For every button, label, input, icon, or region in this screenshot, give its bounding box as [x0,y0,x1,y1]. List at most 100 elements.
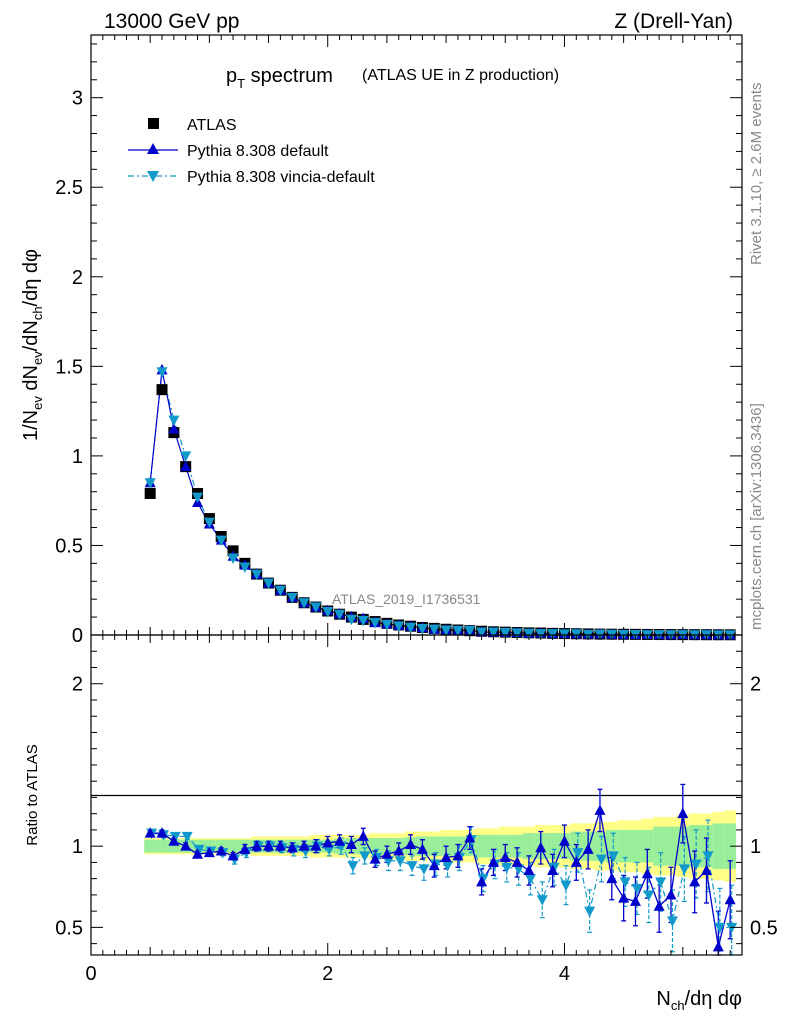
vincia-point [381,619,393,631]
vincia-point [298,598,310,609]
ratio-point-default [641,867,653,879]
header-right: Z (Drell-Yan) [614,10,733,33]
ratio-point-vincia [643,890,655,901]
ratio-point-vincia [323,844,335,856]
uncertainty-band-inner [712,823,725,869]
ratio-point-default [582,843,594,854]
uncertainty-band-inner [676,826,689,866]
ratio-point-default [499,851,511,863]
ratio-point-vincia [666,916,678,927]
ratio-point-default [263,840,275,851]
title-rest: spectrum [245,65,333,87]
uncertainty-band-inner [665,826,677,866]
uncertainty-band-inner [641,829,654,863]
ratio-point-default [700,864,712,876]
y-tick-label-main: 2 [72,267,83,289]
uncertainty-band-inner [357,838,370,855]
vincia-point [499,627,511,639]
ratio-point-default [322,836,334,848]
uncertainty-band-inner [688,825,701,868]
plot-title: pT spectrum (ATLAS UE in Z production) [226,65,559,91]
uncertainty-band-inner [156,839,168,853]
ratio-point-default [369,853,381,864]
ratio-point-default [677,807,689,819]
vincia-point [334,609,346,621]
legend-label-vincia: Pythia 8.308 vincia-default [187,169,375,186]
ratio-point-default [606,872,618,884]
vincia-point [310,602,322,614]
uncertainty-band-inner [653,826,666,866]
y-tick-label-ratio-right: 1 [750,836,761,858]
uncertainty-band-inner [617,829,630,863]
ratio-point-vincia [193,844,205,856]
main-ticks: 0 0.5 1 1.5 2 2.5 3 [55,35,743,647]
uncertainty-band-inner [475,834,488,858]
vincia-point [215,535,227,547]
ratio-point-default [298,840,310,851]
vincia-point [180,451,192,462]
vincia-point [345,614,357,626]
atlas-point [156,384,168,396]
ratio-panel: 0.5 0.5 1 1 2 2 0 2 4 [55,634,778,985]
ratio-point-vincia [726,922,738,934]
vincia-point [405,622,417,634]
ratio-point-default [215,845,227,856]
vincia-point [523,628,535,640]
default-point [180,460,192,472]
ratio-point-vincia [513,864,525,875]
ratio-point-vincia [572,848,584,859]
uncertainty-band-inner [167,839,180,853]
ratio-point-default [393,845,405,856]
y-tick-label-main: 1 [72,446,83,468]
uncertainty-band-inner [511,834,524,858]
ratio-point-default [476,875,488,887]
y-tick-label-main: 3 [72,88,83,110]
ratio-point-vincia [382,856,394,867]
vincia-point [464,626,476,637]
uncertainty-band-inner [428,836,441,856]
vincia-point [440,625,452,636]
svg-text:pT spectrum: pT spectrum [226,65,333,91]
vincia-point [416,624,428,635]
uncertainty-band-inner [203,839,216,853]
y-tick-label-ratio-right: 2 [750,674,761,696]
vincia-point [547,629,559,640]
ratio-point-default [523,864,535,876]
y-tick-label-ratio: 1 [72,836,83,858]
uncertainty-band-inner [605,829,618,863]
ratio-point-default [452,849,464,861]
vincia-point [476,627,488,638]
ratio-point-vincia [406,861,418,872]
vincia-point [203,517,215,529]
ratio-point-vincia [442,861,454,872]
ratio-data [144,783,738,956]
y-tick-label-main: 0 [72,625,83,647]
vincia-point [227,553,239,564]
ratio-point-default [334,835,346,846]
ratio-point-default [239,843,251,854]
y-axis-label-main: 1/Nev dNev/dNch/dη dφ [20,249,45,441]
vincia-point [156,367,168,378]
rivet-label: Rivet 3.1.10, ≥ 2.6M events [748,83,765,266]
ratio-point-vincia [702,851,714,862]
title-paren: (ATLAS UE in Z production) [362,67,559,84]
y-tick-label-ratio-right: 0.5 [750,917,778,939]
ratio-point-default [440,851,452,863]
ratio-point-vincia [524,874,536,885]
vincia-point [428,624,440,636]
ratio-point-default [405,838,417,850]
y-tick-label-main: 0.5 [55,535,83,557]
y-tick-label-ratio: 2 [72,674,83,696]
ratio-point-vincia [690,859,702,871]
y-tick-label-ratio: 0.5 [55,917,83,939]
uncertainty-band-inner [546,833,559,860]
ratio-point-default [310,840,322,851]
atlas-point [144,488,156,500]
legend-marker-atlas [148,118,159,129]
vincia-point [168,415,180,427]
vincia-point [487,627,499,639]
ratio-point-vincia [418,864,430,875]
uncertainty-band-inner [487,834,500,858]
x-tick-label: 4 [559,963,570,985]
ratio-point-default [629,895,641,906]
